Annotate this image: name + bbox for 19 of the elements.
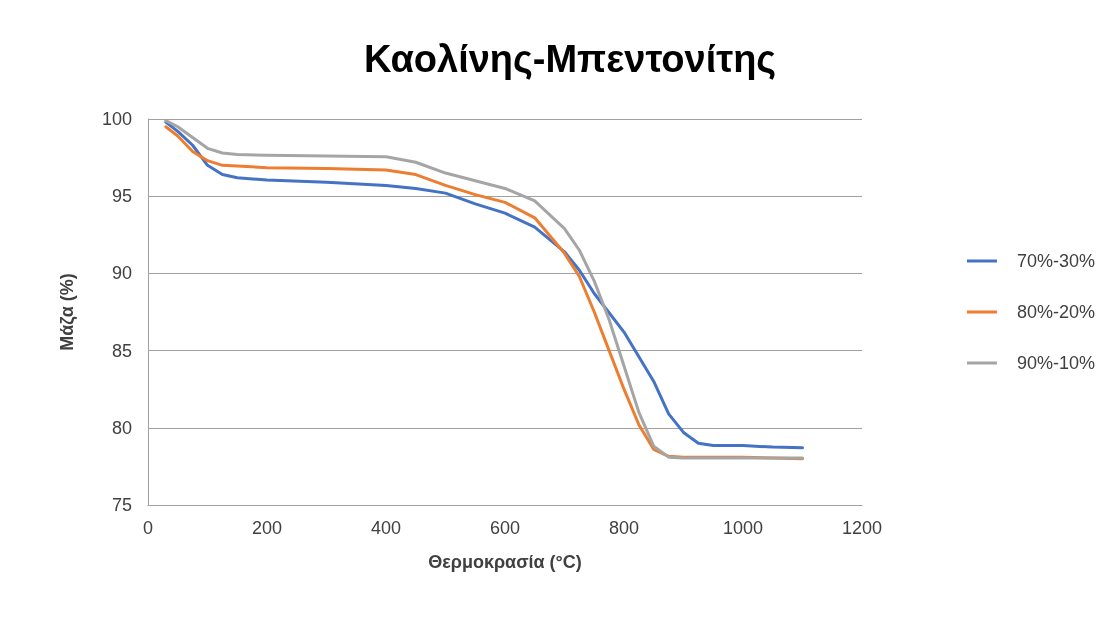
y-tick-label: 100 [101, 109, 132, 129]
chart-title: Καολίνης-Μπεντονίτης [363, 38, 777, 80]
x-tick-label: 1000 [722, 518, 764, 538]
x-tick-label: 800 [608, 518, 640, 538]
x-tick-label: 600 [489, 518, 521, 538]
y-tick-label: 90 [111, 263, 132, 284]
y-tick-label: 85 [111, 340, 132, 361]
y-tick-label: 75 [111, 495, 132, 515]
legend-label: 70%-30% [1016, 251, 1095, 271]
y-axis-title: Μάζα (%) [57, 273, 78, 351]
x-tick-label: 400 [370, 518, 402, 538]
x-tick-label: 0 [142, 518, 154, 538]
legend-label: 90%-10% [1016, 353, 1095, 373]
x-tick-label: 1200 [841, 518, 883, 538]
x-tick-label: 200 [251, 518, 283, 538]
legend-label: 80%-20% [1016, 302, 1095, 322]
y-tick-label: 95 [111, 186, 132, 207]
x-axis-title: Θερμοκρασία (°C) [428, 552, 582, 572]
y-tick-label: 80 [111, 417, 132, 438]
